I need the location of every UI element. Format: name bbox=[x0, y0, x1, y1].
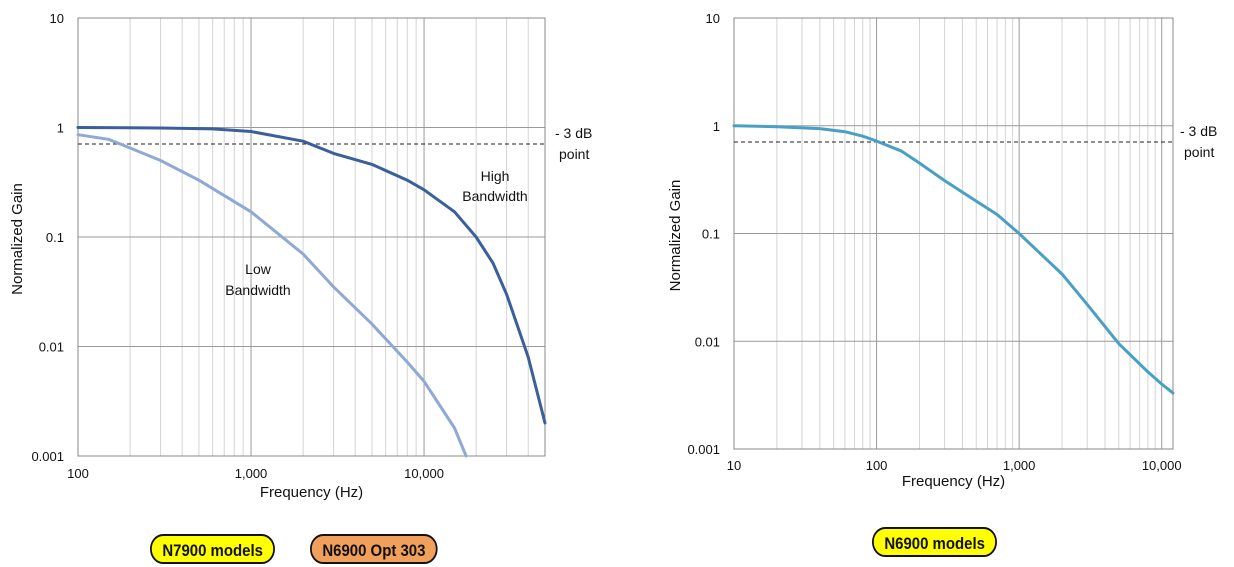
chart-1-annotation-high-line1: High bbox=[481, 168, 510, 184]
chart-2-x-tick-label: 1,000 bbox=[1003, 458, 1036, 473]
chart-2-y-tick-label: 0.001 bbox=[687, 442, 720, 457]
chart-1-x-axis-label: Frequency (Hz) bbox=[260, 484, 363, 501]
chart-2-series-1-line bbox=[734, 126, 1173, 393]
chart-1-series-1-line bbox=[78, 128, 545, 424]
chart-2-x-tick-label: 10,000 bbox=[1142, 458, 1182, 473]
chart-1-y-tick-label: 1 bbox=[57, 121, 64, 136]
chart-2-x-axis-label: Frequency (Hz) bbox=[902, 473, 1005, 490]
chart-2-y-tick-label: 0.1 bbox=[702, 227, 720, 242]
chart-2-x-tick-label: 100 bbox=[866, 458, 888, 473]
chart-1-x-tick-label: 100 bbox=[67, 466, 89, 481]
chart-1-3db-label-line1: - 3 dB bbox=[555, 125, 592, 141]
chart-1-y-axis-label: Normalized Gain bbox=[9, 183, 26, 295]
chart-2-3db-label-line1: - 3 dB bbox=[1180, 123, 1217, 139]
chart-1-y-tick-label: 10 bbox=[50, 11, 64, 26]
chart-1-x-tick-label: 1,000 bbox=[235, 466, 268, 481]
chart-1-annotation-low-line1: Low bbox=[245, 261, 272, 277]
chart-1-3db-label-line2: point bbox=[559, 146, 589, 162]
chart-1-x-tick-label: 10,000 bbox=[404, 466, 444, 481]
chart-1-annotation-low-line2: Bandwidth bbox=[225, 282, 290, 298]
chart-2-y-tick-label: 0.01 bbox=[695, 334, 720, 349]
n7900-models-badge[interactable]: N7900 models bbox=[150, 534, 275, 564]
chart-1-annotation-high-line2: Bandwidth bbox=[462, 188, 527, 204]
chart-1-y-tick-label: 0.01 bbox=[39, 340, 64, 355]
chart-2-y-tick-label: 10 bbox=[706, 11, 720, 26]
chart-2-y-tick-label: 1 bbox=[713, 119, 720, 134]
chart-2-y-axis-label: Normalized Gain bbox=[667, 180, 684, 292]
n6900-opt303-badge[interactable]: N6900 Opt 303 bbox=[310, 534, 438, 564]
n6900-models-badge[interactable]: N6900 models bbox=[872, 527, 997, 557]
chart-1-y-tick-label: 0.1 bbox=[46, 230, 64, 245]
chart-2-x-tick-label: 10 bbox=[727, 458, 741, 473]
chart-2-3db-label-line2: point bbox=[1184, 144, 1214, 160]
chart-1-y-tick-label: 0.001 bbox=[31, 449, 64, 464]
